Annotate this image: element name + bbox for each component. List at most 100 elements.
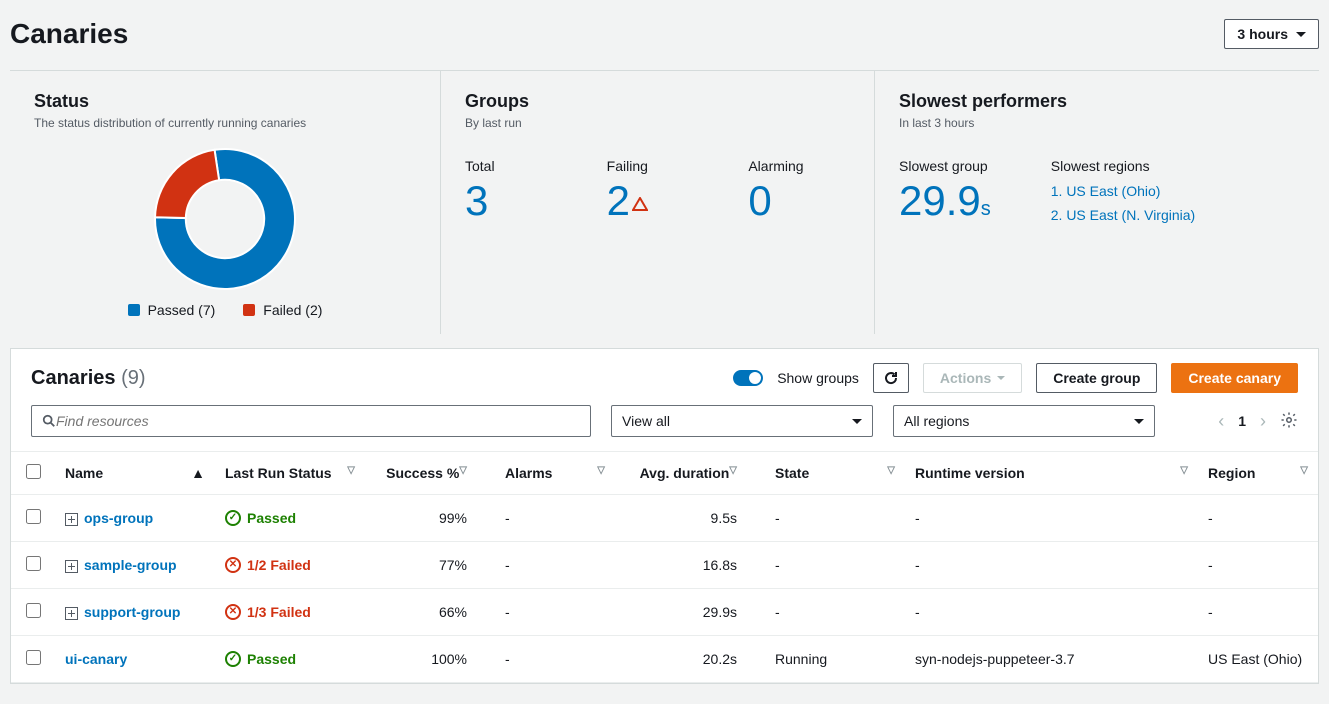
legend-failed: Failed (2) [243,302,322,318]
expand-icon[interactable] [65,607,78,620]
prev-page-button[interactable]: ‹ [1218,411,1224,432]
status-cell: ✕1/2 Failed [225,557,355,573]
col-alarms-label: Alarms [505,465,552,481]
status-title: Status [34,91,416,112]
col-name-label: Name [65,465,103,481]
failing-label: Failing [607,158,709,174]
search-input[interactable] [56,413,580,429]
col-avg[interactable]: Avg. duration▽ [615,452,765,495]
expand-icon[interactable] [65,513,78,526]
state-cell: - [765,495,905,542]
avg-cell: 9.5s [615,495,765,542]
alarming-value: 0 [748,180,850,222]
status-cell: ✕1/3 Failed [225,604,355,620]
col-last-run[interactable]: Last Run Status ▽ [215,452,365,495]
passed-swatch [128,304,140,316]
alarms-cell: - [495,636,615,683]
page-number: 1 [1238,413,1246,429]
col-runtime[interactable]: Runtime version▽ [905,452,1198,495]
failing-value: 2 [607,180,709,222]
page-title: Canaries [10,18,128,50]
expand-icon[interactable] [65,560,78,573]
groups-subtitle: By last run [465,116,850,130]
sort-icon: ▽ [597,465,605,476]
status-donut-chart [150,144,300,294]
caret-down-icon [997,376,1005,380]
view-filter-select[interactable]: View all [611,405,873,437]
caret-down-icon [1296,32,1306,37]
refresh-icon [883,370,899,386]
table-title-text: Canaries [31,367,116,389]
canary-name-link[interactable]: ui-canary [65,651,127,667]
col-runtime-label: Runtime version [915,465,1025,481]
show-groups-toggle[interactable] [733,370,763,386]
x-circle-icon: ✕ [225,557,241,573]
col-region[interactable]: Region▽ [1198,452,1318,495]
slowest-region-2[interactable]: 2. US East (N. Virginia) [1051,204,1195,228]
search-box[interactable] [31,405,591,437]
slowest-region-1[interactable]: 1. US East (Ohio) [1051,180,1195,204]
col-alarms[interactable]: Alarms ▽ [495,452,615,495]
row-checkbox[interactable] [26,556,41,571]
status-text: Passed [247,510,296,526]
slowest-group-unit: s [981,198,991,220]
runtime-cell: - [905,589,1198,636]
region-cell: - [1198,589,1318,636]
canary-name-link[interactable]: sample-group [84,557,177,573]
total-label: Total [465,158,567,174]
gear-icon [1280,411,1298,429]
table-row: ops-group✓Passed99%-9.5s--- [11,495,1318,542]
avg-cell: 29.9s [615,589,765,636]
runtime-cell: syn-nodejs-puppeteer-3.7 [905,636,1198,683]
region-cell: - [1198,542,1318,589]
legend-passed-label: Passed (7) [148,302,216,318]
table-row: ui-canary✓Passed100%-20.2sRunningsyn-nod… [11,636,1318,683]
region-cell: - [1198,495,1318,542]
sort-icon: ▽ [347,465,355,476]
groups-title: Groups [465,91,850,112]
failed-swatch [243,304,255,316]
col-state-label: State [775,465,809,481]
create-group-button[interactable]: Create group [1036,363,1157,393]
sort-icon: ▽ [887,465,895,476]
canary-name-link[interactable]: support-group [84,604,180,620]
alarms-cell: - [495,589,615,636]
runtime-cell: - [905,495,1198,542]
state-cell: - [765,589,905,636]
x-circle-icon: ✕ [225,604,241,620]
actions-button[interactable]: Actions [923,363,1022,393]
alarming-label: Alarming [748,158,850,174]
region-filter-select[interactable]: All regions [893,405,1155,437]
region-cell: US East (Ohio) [1198,636,1318,683]
col-last-run-label: Last Run Status [225,465,332,481]
refresh-button[interactable] [873,363,909,393]
create-canary-button[interactable]: Create canary [1171,363,1298,393]
slowest-regions-label: Slowest regions [1051,158,1195,174]
region-filter-label: All regions [904,413,969,429]
sort-icon: ▽ [1300,465,1308,476]
table-row: sample-group✕1/2 Failed77%-16.8s--- [11,542,1318,589]
sort-asc-icon: ▲ [191,465,205,481]
legend-failed-label: Failed (2) [263,302,322,318]
col-avg-label: Avg. duration [640,465,730,481]
select-all-checkbox[interactable] [26,464,41,479]
row-checkbox[interactable] [26,603,41,618]
status-cell: ✓Passed [225,651,355,667]
total-value: 3 [465,180,567,222]
success-cell: 66% [365,589,495,636]
canary-name-link[interactable]: ops-group [84,510,153,526]
col-state[interactable]: State ▽ [765,452,905,495]
settings-button[interactable] [1280,411,1298,432]
row-checkbox[interactable] [26,509,41,524]
next-page-button[interactable]: › [1260,411,1266,432]
col-success[interactable]: Success %▽ [365,452,495,495]
time-range-dropdown[interactable]: 3 hours [1224,19,1319,49]
alarms-cell: - [495,495,615,542]
failing-value-text: 2 [607,177,630,224]
col-name[interactable]: Name ▲ [55,452,215,495]
legend-passed: Passed (7) [128,302,216,318]
avg-cell: 16.8s [615,542,765,589]
row-checkbox[interactable] [26,650,41,665]
caret-down-icon [852,419,862,424]
status-text: Passed [247,651,296,667]
